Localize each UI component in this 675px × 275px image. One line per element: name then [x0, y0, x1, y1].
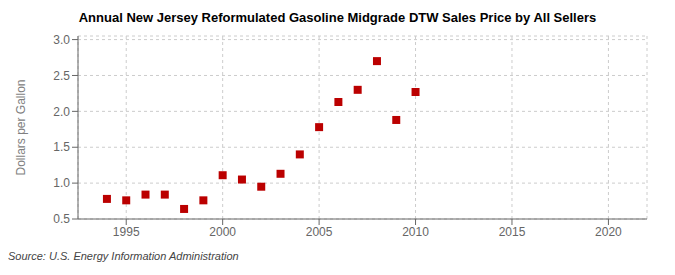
svg-text:Dollars per Gallon: Dollars per Gallon [14, 79, 28, 175]
svg-text:0.5: 0.5 [53, 212, 70, 226]
svg-text:2020: 2020 [595, 225, 622, 239]
svg-text:2005: 2005 [306, 225, 333, 239]
svg-text:2.0: 2.0 [53, 105, 70, 119]
svg-text:2010: 2010 [402, 225, 429, 239]
html-text:Annual New Jersey Reformulated: Annual New Jersey Reformulated Gasoline … [78, 10, 597, 25]
svg-text:2000: 2000 [209, 225, 236, 239]
html-text:Source: U.S. Energy Informatio: Source: U.S. Energy Information Administ… [8, 250, 239, 262]
svg-text:1.0: 1.0 [53, 176, 70, 190]
svg-text:2.5: 2.5 [53, 69, 70, 83]
svg-text:1.5: 1.5 [53, 140, 70, 154]
svg-text:2015: 2015 [499, 225, 526, 239]
svg-text:3.0: 3.0 [53, 33, 70, 47]
svg-text:1995: 1995 [113, 225, 140, 239]
